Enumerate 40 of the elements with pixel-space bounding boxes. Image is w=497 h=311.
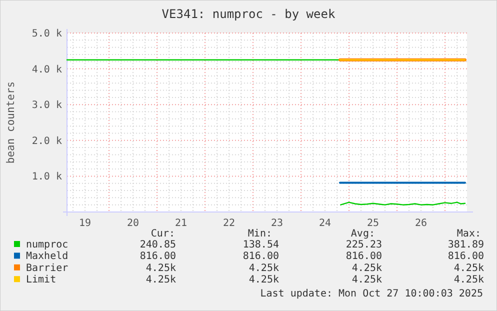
- text: 4.25k: [352, 274, 382, 286]
- y-tick-label: 4.0 k: [32, 64, 62, 76]
- y-axis-title: bean counters: [5, 81, 17, 164]
- x-tick-label: 23: [270, 218, 284, 229]
- text: 816.00: [448, 251, 484, 262]
- text: 381.89: [448, 240, 484, 250]
- y-tick-label: 2.0 k: [32, 136, 62, 147]
- text: 816.00: [242, 251, 279, 262]
- x-tick-label: 22: [222, 218, 236, 229]
- x-tick-label: 24: [318, 218, 332, 229]
- text: 816.00: [140, 251, 176, 262]
- text: 4.25k: [454, 274, 484, 286]
- text: Min:: [248, 228, 272, 240]
- text: 4.25k: [454, 262, 484, 274]
- text: 4.25k: [146, 274, 176, 286]
- y-tick-label: 3.0 k: [32, 100, 62, 112]
- y-tick-label: 5.0 k: [32, 28, 62, 40]
- legend-label: Limit: [26, 274, 56, 286]
- legend-label: Barrier: [26, 262, 68, 274]
- y-tick-label: 1.0 k: [32, 172, 62, 183]
- text: 138.54: [242, 240, 279, 250]
- text: 4.25k: [146, 262, 176, 274]
- text: 4.25k: [248, 262, 279, 274]
- legend-label: Maxheld: [26, 251, 68, 262]
- text: 816.00: [346, 251, 382, 262]
- text: Cur:: [150, 228, 175, 240]
- text: 225.23: [346, 240, 382, 250]
- x-tick-label: 26: [414, 218, 428, 229]
- x-tick-label: 19: [78, 218, 92, 229]
- text: Max:: [456, 228, 481, 240]
- chart-title: VE341: numproc - by week: [162, 7, 336, 21]
- x-tick-label: 25: [366, 218, 380, 229]
- legend-label: numproc: [26, 240, 68, 250]
- text: Last update: Mon Oct 27 10:00:03 2025: [260, 288, 483, 300]
- text: 4.25k: [352, 262, 382, 274]
- text: 240.85: [140, 240, 176, 250]
- x-tick-label: 20: [126, 218, 140, 229]
- text: 4.25k: [248, 274, 279, 286]
- x-tick-label: 21: [174, 218, 188, 229]
- text: Avg:: [350, 228, 375, 240]
